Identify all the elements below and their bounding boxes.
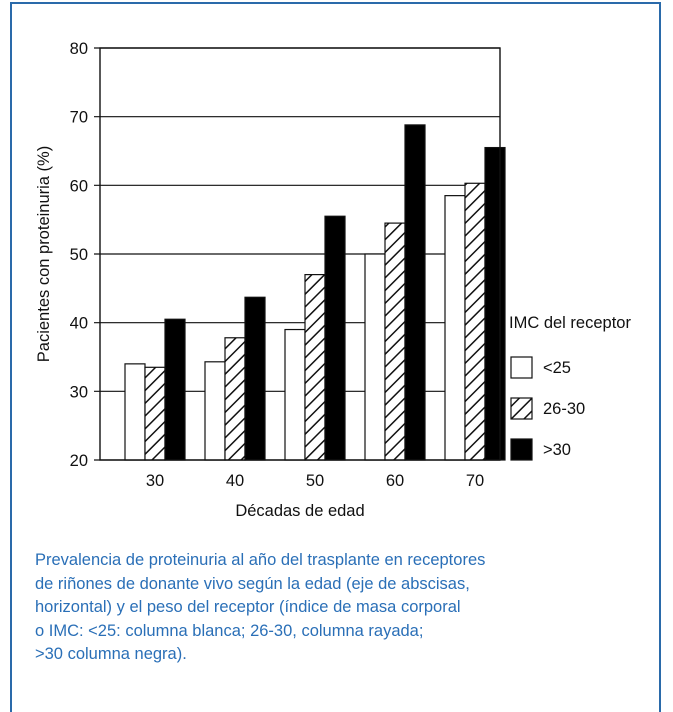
y-tick-label: 60 (70, 177, 88, 195)
y-tick-label: 70 (70, 109, 88, 127)
bar-black-50 (324, 215, 346, 461)
legend-label: <25 (543, 359, 571, 377)
x-axis-label: Décadas de edad (235, 502, 364, 520)
x-tick-label: 50 (306, 472, 324, 490)
legend-title: IMC del receptor (509, 314, 631, 332)
legend-swatch-hatched (510, 397, 533, 420)
y-tick-label: 80 (70, 40, 88, 58)
y-tick-label: 30 (70, 383, 88, 401)
bar-hatched-60 (384, 222, 406, 461)
bar-hatched-40 (224, 337, 246, 461)
x-tick-label: 60 (386, 472, 404, 490)
y-tick-label: 40 (70, 315, 88, 333)
legend-swatch-white (510, 356, 533, 379)
bar-white-30 (124, 363, 146, 461)
bar-hatched-30 (144, 366, 166, 461)
bar-hatched-50 (304, 274, 326, 461)
legend-label: 26-30 (543, 400, 585, 418)
legend: <25 26-30 >30 (510, 356, 585, 461)
plot-frame (99, 47, 501, 461)
bar-hatched-70 (464, 182, 486, 461)
legend-label: >30 (543, 441, 571, 459)
bar-black-60 (404, 124, 426, 461)
x-tick-label: 40 (226, 472, 244, 490)
bar-black-70 (484, 146, 506, 461)
legend-swatch-black (510, 438, 533, 461)
y-axis-label: Pacientes con proteinuria (%) (35, 146, 53, 362)
y-tick-label: 50 (70, 246, 88, 264)
bars (124, 124, 506, 461)
bar-black-30 (164, 318, 186, 461)
figure-frame (10, 2, 661, 712)
bar-white-60 (364, 253, 386, 461)
figure-caption: Prevalencia de proteinuria al año del tr… (35, 551, 486, 663)
bar-white-40 (204, 361, 226, 461)
bar-chart: 20 30 40 50 60 70 80 30 40 50 60 70 Décadas de edad… (35, 40, 631, 520)
y-tick-label: 20 (70, 452, 88, 470)
x-tick-label: 30 (146, 472, 164, 490)
axes (99, 47, 501, 461)
bar-white-70 (444, 195, 466, 461)
bar-black-40 (244, 296, 266, 461)
bar-white-50 (284, 328, 306, 461)
tick-labels: 20 30 40 50 60 70 80 30 40 50 60 70 (70, 40, 485, 490)
x-tick-label: 70 (466, 472, 484, 490)
